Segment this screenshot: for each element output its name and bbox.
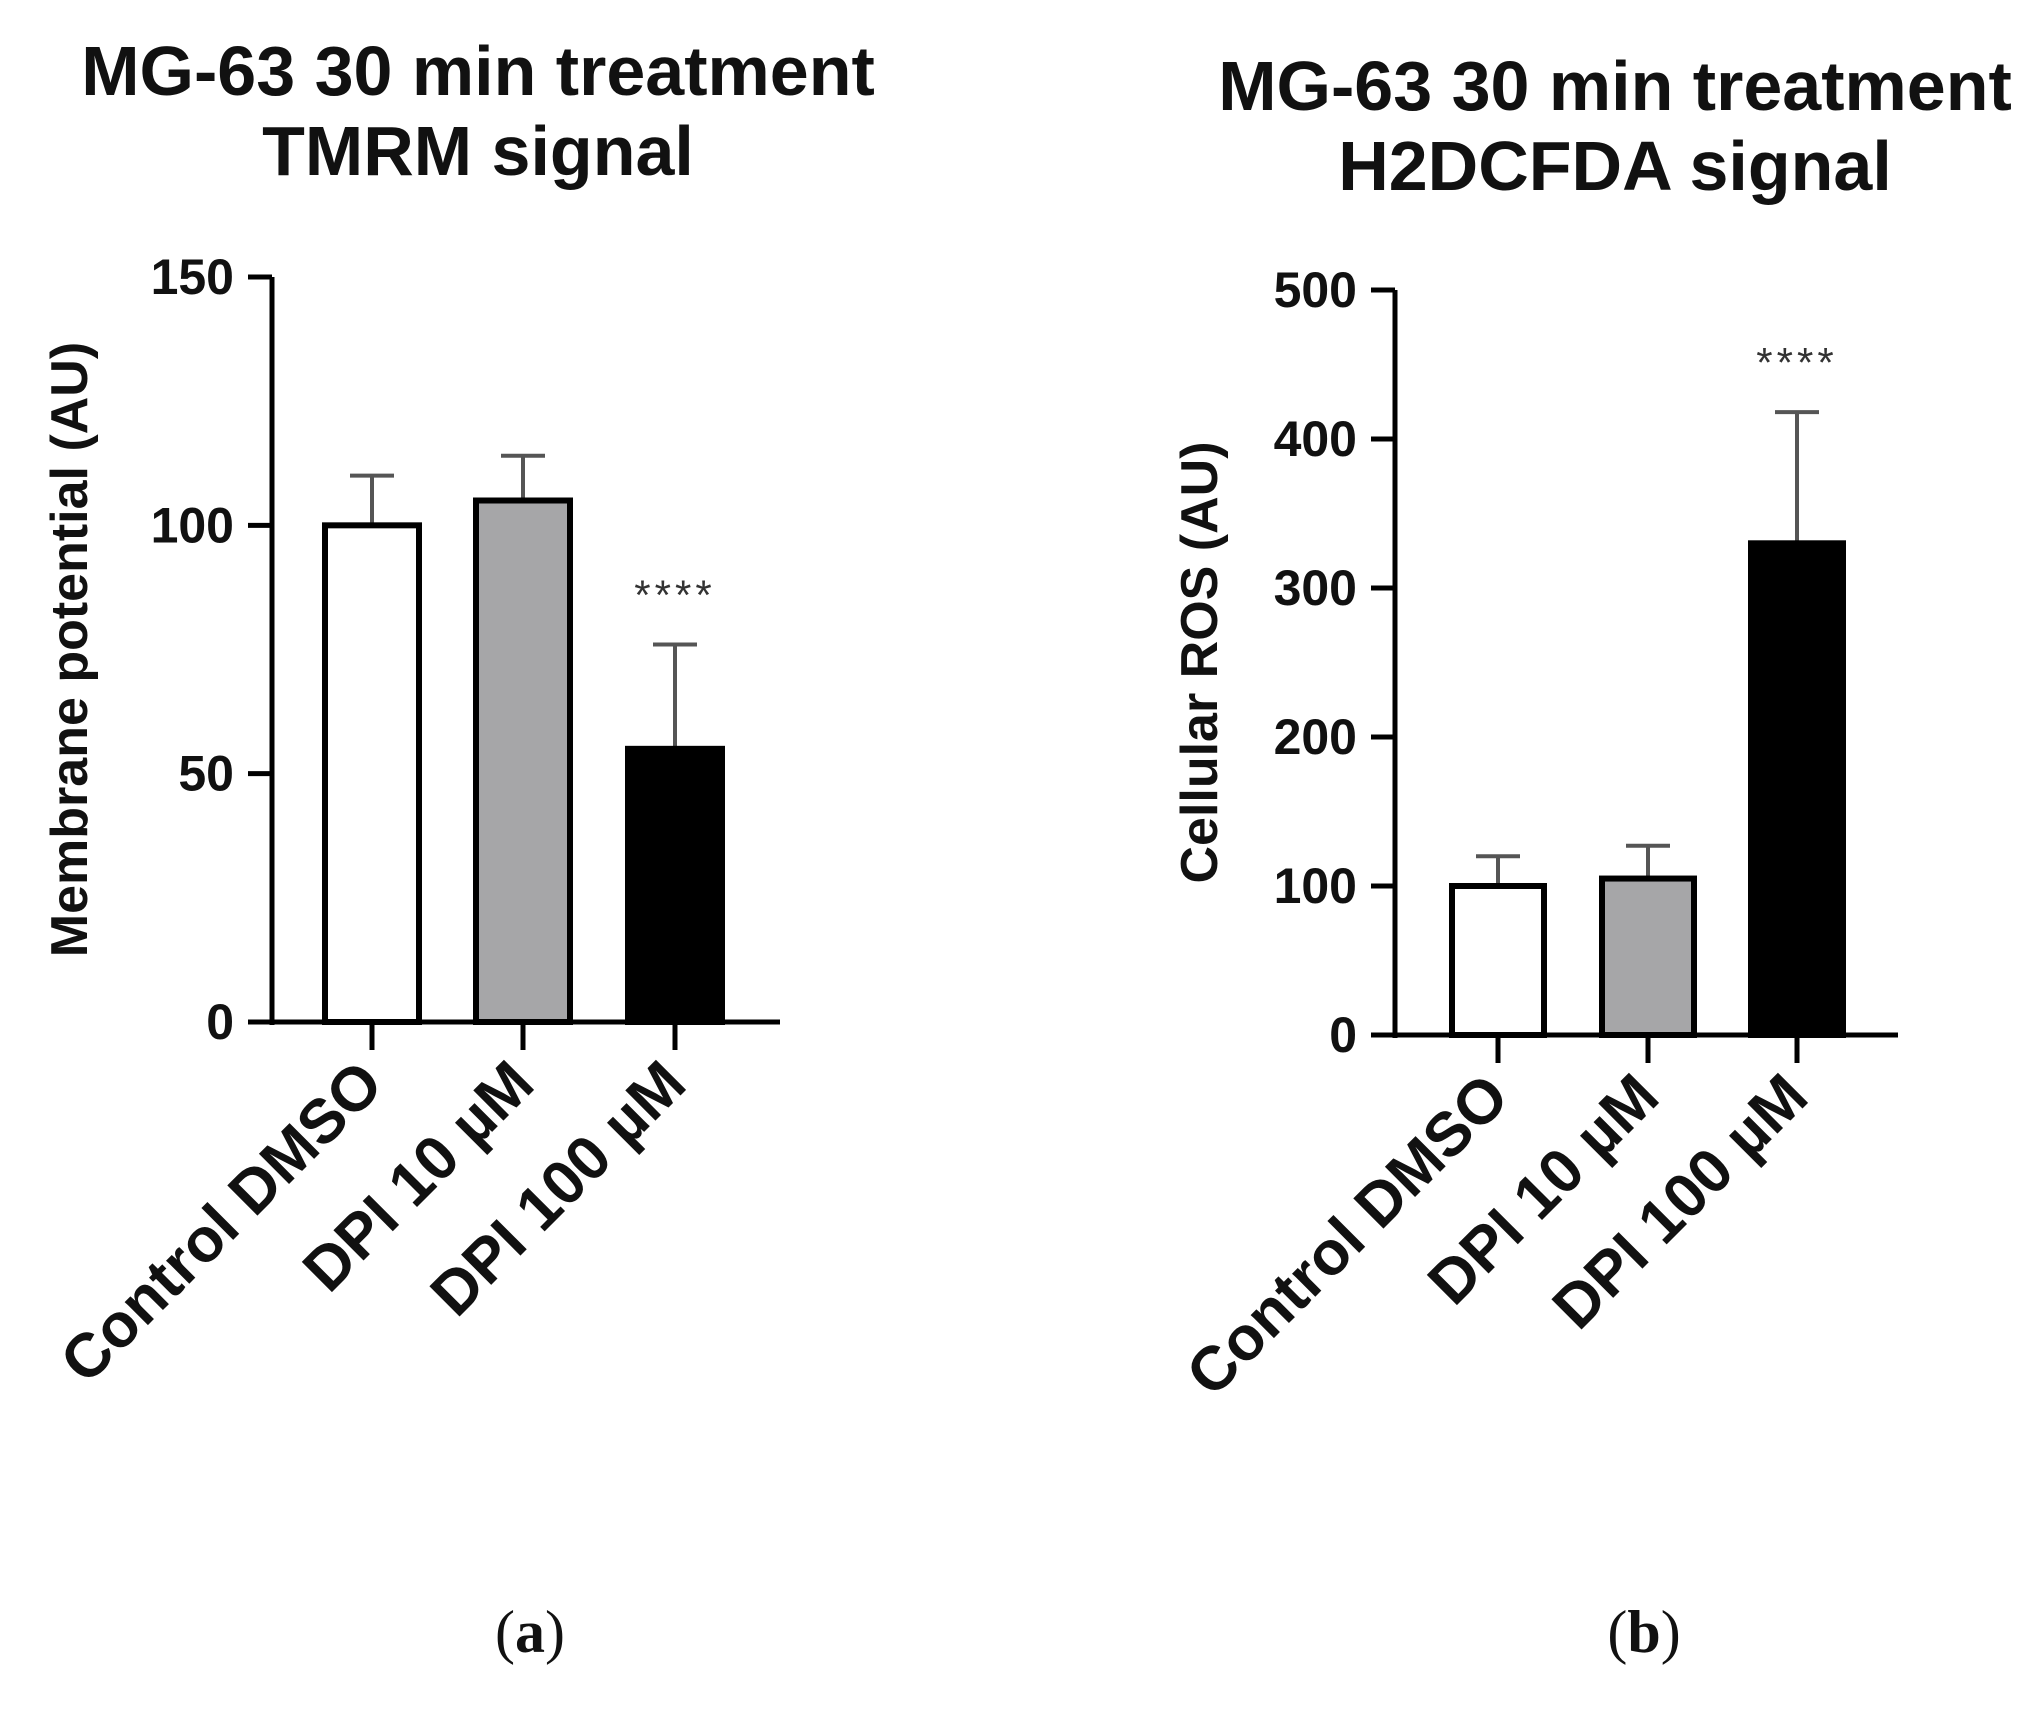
y-tick-label: 400 xyxy=(1274,411,1357,467)
panel-label-part: b xyxy=(1627,1599,1660,1665)
chart-title-line: TMRM signal xyxy=(262,112,694,190)
y-tick-label: 0 xyxy=(1329,1007,1357,1063)
y-tick-label: 100 xyxy=(151,497,234,553)
panel-label: (a) xyxy=(495,1599,565,1665)
panel-label-part: ) xyxy=(1661,1599,1681,1665)
bar-2 xyxy=(473,497,573,1025)
panel-label-part: ) xyxy=(545,1599,565,1665)
y-tick-label: 100 xyxy=(1274,858,1357,914)
significance-marker: **** xyxy=(1756,339,1837,386)
bar-1 xyxy=(1449,883,1547,1038)
chart-title-line: MG-63 30 min treatment xyxy=(1218,47,2012,125)
y-tick-label: 200 xyxy=(1274,709,1357,765)
bar-3 xyxy=(1748,540,1846,1038)
panel-label-part: ( xyxy=(1607,1599,1627,1665)
y-tick-label: 300 xyxy=(1274,560,1357,616)
panel-label-part: ( xyxy=(495,1599,515,1665)
y-tick-label: 150 xyxy=(151,249,234,305)
bar-3 xyxy=(625,745,725,1025)
y-axis-label: Membrane potential (AU) xyxy=(41,342,99,957)
y-tick-label: 500 xyxy=(1274,262,1357,318)
y-axis-label: Cellular ROS (AU) xyxy=(1171,441,1229,883)
y-tick-label: 50 xyxy=(178,746,234,802)
bar-2 xyxy=(1599,875,1697,1038)
bar-1 xyxy=(322,522,422,1025)
panel-label-part: a xyxy=(515,1599,545,1665)
chart-title-line: H2DCFDA signal xyxy=(1338,127,1892,205)
chart-title-line: MG-63 30 min treatment xyxy=(81,32,875,110)
y-tick-label: 0 xyxy=(206,994,234,1050)
significance-marker: **** xyxy=(634,572,715,619)
panel-label: (b) xyxy=(1607,1599,1680,1665)
